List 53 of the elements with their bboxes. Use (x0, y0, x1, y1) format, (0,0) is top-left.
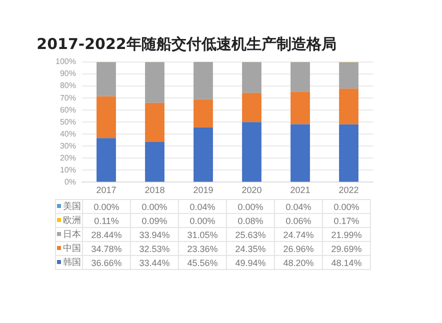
data-label: 25.63% (226, 228, 274, 242)
data-label: 36.66% (82, 256, 130, 270)
data-label: 0.00% (82, 200, 130, 214)
data-label: 26.96% (274, 242, 322, 256)
data-label: 29.69% (322, 242, 370, 256)
y-tick-label: 30% (60, 141, 76, 150)
y-tick-label: 0% (64, 177, 76, 186)
y-tick-label: 60% (60, 105, 76, 114)
data-label: 0.08% (226, 214, 274, 228)
y-tick-label: 50% (60, 117, 76, 126)
legend-label: 日本 (56, 228, 82, 242)
data-label: 28.44% (82, 228, 130, 242)
data-label: 31.05% (178, 228, 226, 242)
data-label: 0.00% (130, 200, 178, 214)
data-label: 0.04% (178, 200, 226, 214)
data-label: 32.53% (130, 242, 178, 256)
data-label: 0.04% (274, 200, 322, 214)
y-tick-label: 40% (60, 129, 76, 138)
data-label: 33.44% (130, 256, 178, 270)
legend-label: 美国 (56, 200, 82, 214)
chart-title: 2017-2022年随船交付低速机生产制造格局 (36, 34, 336, 53)
x-tick-label: 2022 (338, 185, 359, 196)
data-label: 0.09% (130, 214, 178, 228)
data-label: 0.00% (322, 200, 370, 214)
y-tick-label: 80% (60, 81, 76, 90)
y-tick-label: 90% (60, 69, 76, 78)
data-label: 24.74% (274, 228, 322, 242)
data-label: 0.00% (226, 200, 274, 214)
data-label: 21.99% (322, 228, 370, 242)
y-tick-label: 100% (56, 57, 76, 66)
x-tick-label: 2018 (144, 185, 165, 196)
data-label: 34.78% (82, 242, 130, 256)
legend-label: 欧洲 (56, 214, 82, 228)
data-label: 0.17% (322, 214, 370, 228)
y-tick-label: 10% (60, 165, 76, 174)
data-label: 23.36% (178, 242, 226, 256)
data-label: 48.14% (322, 256, 370, 270)
x-tick-label: 2020 (242, 185, 262, 196)
data-label: 48.20% (274, 256, 322, 270)
y-tick-label: 70% (60, 93, 76, 102)
y-tick-label: 20% (60, 153, 76, 162)
legend-label: 韩国 (56, 256, 82, 270)
data-label: 0.00% (178, 214, 226, 228)
x-tick-label: 2021 (290, 185, 310, 196)
data-label: 49.94% (226, 256, 274, 270)
data-label: 24.35% (226, 242, 274, 256)
data-label: 0.11% (82, 214, 130, 228)
data-label: 45.56% (178, 256, 226, 270)
legend-label: 中国 (56, 242, 82, 256)
x-tick-label: 2019 (193, 185, 214, 196)
data-label: 0.06% (274, 214, 322, 228)
x-tick-label: 2017 (96, 185, 116, 196)
data-label: 33.94% (130, 228, 178, 242)
